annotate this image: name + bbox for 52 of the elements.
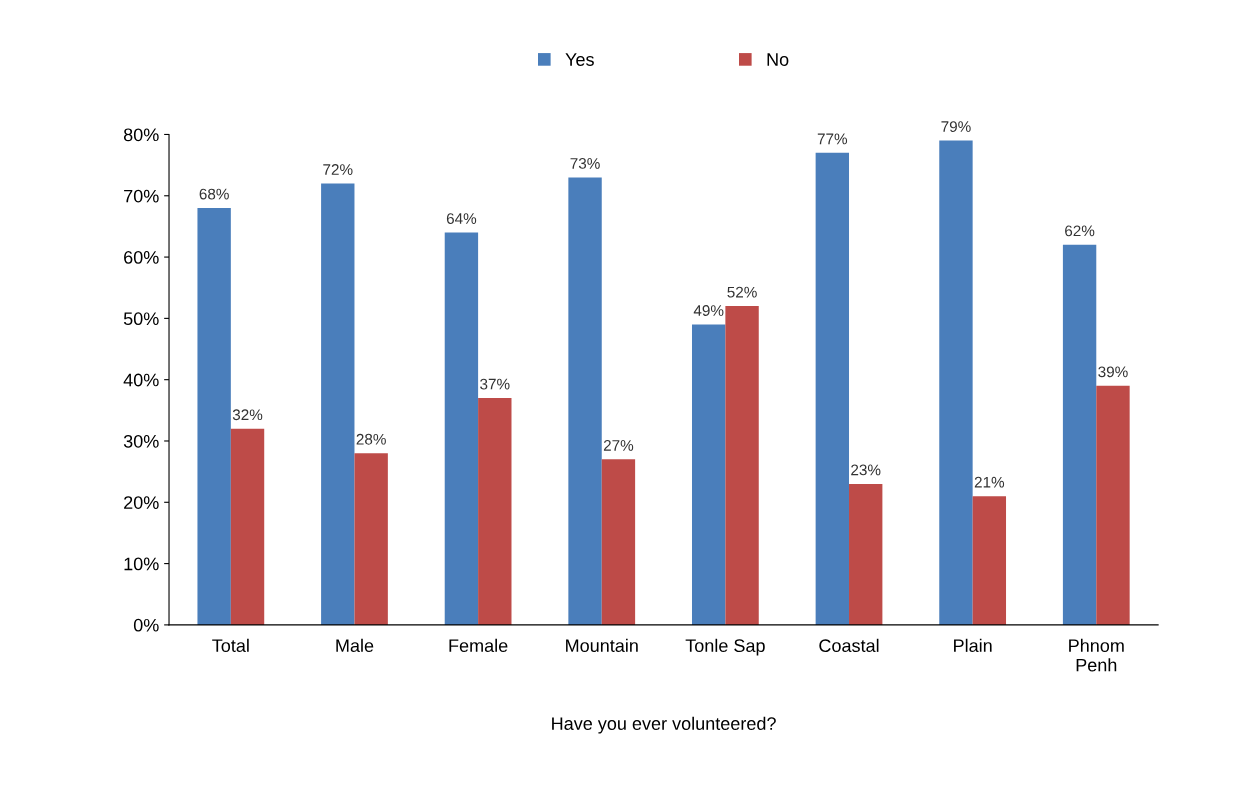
y-tick-label: 0% <box>133 618 159 632</box>
data-label: 52% <box>727 286 757 298</box>
data-label: 21% <box>974 476 1005 488</box>
data-label: 39% <box>1098 366 1128 378</box>
data-label: 68% <box>199 188 229 200</box>
x-tick-label: Male <box>336 638 374 653</box>
x-tick-label: Tonle Sap <box>685 638 765 656</box>
data-label: 62% <box>1065 225 1095 237</box>
bar <box>972 496 1007 625</box>
bar <box>1062 244 1097 625</box>
y-tick-label: 60% <box>124 251 159 264</box>
y-tick-label: 70% <box>124 189 159 203</box>
bar <box>1096 385 1130 625</box>
bar <box>725 306 759 625</box>
bar <box>354 453 388 625</box>
bar <box>568 177 602 625</box>
bar <box>230 428 265 625</box>
bar <box>478 398 512 625</box>
legend-label: No <box>767 53 789 66</box>
data-label: 73% <box>570 157 600 169</box>
data-label: 79% <box>941 121 971 133</box>
legend-label: Yes <box>565 53 594 66</box>
x-tick-label: Plain <box>954 638 992 653</box>
data-label: 37% <box>480 378 510 390</box>
x-axis-title: Have you ever volunteered? <box>552 716 776 734</box>
data-label: 72% <box>323 164 353 175</box>
x-tick-label: Mountain <box>566 638 638 653</box>
data-label: 64% <box>446 213 477 224</box>
data-label: 77% <box>817 133 848 145</box>
bar <box>939 140 973 625</box>
y-tick-label: 20% <box>124 496 159 510</box>
bar <box>815 152 850 625</box>
bar <box>197 208 231 625</box>
y-tick-label: 50% <box>123 312 159 326</box>
x-tick-label: Phnom Penh <box>1069 638 1124 672</box>
bar <box>692 324 726 625</box>
data-label: 32% <box>232 409 263 421</box>
bar <box>321 183 355 625</box>
y-tick-label: 30% <box>123 434 159 448</box>
data-label: 27% <box>603 439 634 451</box>
y-tick-label: 80% <box>123 128 159 142</box>
data-label: 23% <box>851 464 881 476</box>
y-tick-label: 40% <box>123 373 159 387</box>
x-tick-label: Coastal <box>819 638 879 653</box>
bar <box>849 483 883 625</box>
bar <box>601 459 636 625</box>
data-label: 28% <box>356 433 386 445</box>
x-tick-label: Total <box>212 638 249 653</box>
data-label: 49% <box>693 305 724 316</box>
y-tick-label: 10% <box>124 557 159 571</box>
bar <box>444 232 479 625</box>
x-tick-label: Female <box>449 638 508 653</box>
